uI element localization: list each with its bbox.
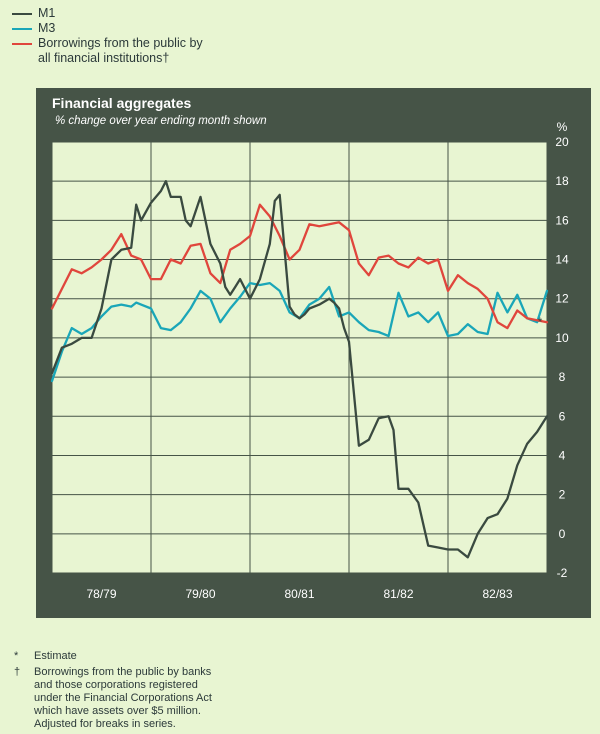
footnote-line: and those corporations registered xyxy=(34,679,198,691)
y-tick-label: 18 xyxy=(555,174,569,188)
y-tick-label: 6 xyxy=(559,409,566,423)
x-axis-ticks: 78/79 79/80 80/81 81/82 82/83 xyxy=(86,587,512,601)
series-m1-line xyxy=(50,180,549,559)
x-tick-label: 82/83 xyxy=(482,587,512,601)
footnote-borrowings: † Borrowings from the public by banks an… xyxy=(14,666,212,731)
footnotes: * Estimate † Borrowings from the public … xyxy=(14,650,212,734)
y-tick-label: 16 xyxy=(555,213,569,227)
footnote-line: under the Financial Corporations Act xyxy=(34,692,212,704)
x-tick-label: 80/81 xyxy=(284,587,314,601)
estimate-annotation: * xyxy=(538,315,543,329)
y-tick-label: 10 xyxy=(555,331,569,345)
legend-item-m1: M1 xyxy=(12,6,203,21)
chart-series xyxy=(50,180,549,559)
x-tick-label: 81/82 xyxy=(383,587,413,601)
y-tick-label: 0 xyxy=(559,527,566,541)
legend-swatch-borrowings xyxy=(12,43,32,45)
footnote-line: which have assets over $5 million. xyxy=(34,705,201,717)
plot-border xyxy=(51,141,548,574)
legend-label-borrowings-line2: all financial institutions† xyxy=(38,51,170,65)
footnote-symbol: * xyxy=(14,650,19,662)
y-tick-label: 8 xyxy=(559,370,566,384)
y-tick-label: -2 xyxy=(557,566,568,580)
footnote-line: Borrowings from the public by banks xyxy=(34,666,212,678)
legend-item-borrowings: Borrowings from the public by xyxy=(12,36,203,51)
chart-subtitle: % change over year ending month shown xyxy=(55,115,267,127)
plot-area xyxy=(52,142,547,573)
footnote-symbol: † xyxy=(14,666,21,678)
y-tick-label: 14 xyxy=(555,253,569,267)
y-tick-label: 4 xyxy=(559,448,566,462)
y-tick-label: 2 xyxy=(559,488,566,502)
legend-label-m3: M3 xyxy=(38,21,56,35)
legend-label-m1: M1 xyxy=(38,6,56,20)
legend-swatch-m1 xyxy=(12,13,32,15)
footnote-estimate: * Estimate xyxy=(14,650,212,663)
y-axis-ticks: -2 0 2 4 6 8 10 12 14 16 18 20 xyxy=(555,135,569,580)
chart-legend: M1 M3 Borrowings from the public by all … xyxy=(12,6,203,66)
x-tick-label: 79/80 xyxy=(185,587,215,601)
legend-item-m3: M3 xyxy=(12,21,203,36)
chart-grid xyxy=(51,141,548,574)
y-axis-label: % xyxy=(557,120,568,134)
series-m3-line xyxy=(50,281,549,383)
y-tick-label: 12 xyxy=(555,292,569,306)
footnote-line: Estimate xyxy=(34,650,77,662)
y-tick-label: 20 xyxy=(555,135,569,149)
legend-label-borrowings-line1: Borrowings from the public by xyxy=(38,36,203,50)
chart-title: Financial aggregates xyxy=(52,95,191,111)
x-tick-label: 78/79 xyxy=(86,587,116,601)
legend-swatch-m3 xyxy=(12,28,32,30)
footnote-line: Adjusted for breaks in series. xyxy=(34,718,176,730)
series-borrowings-line xyxy=(50,203,549,330)
